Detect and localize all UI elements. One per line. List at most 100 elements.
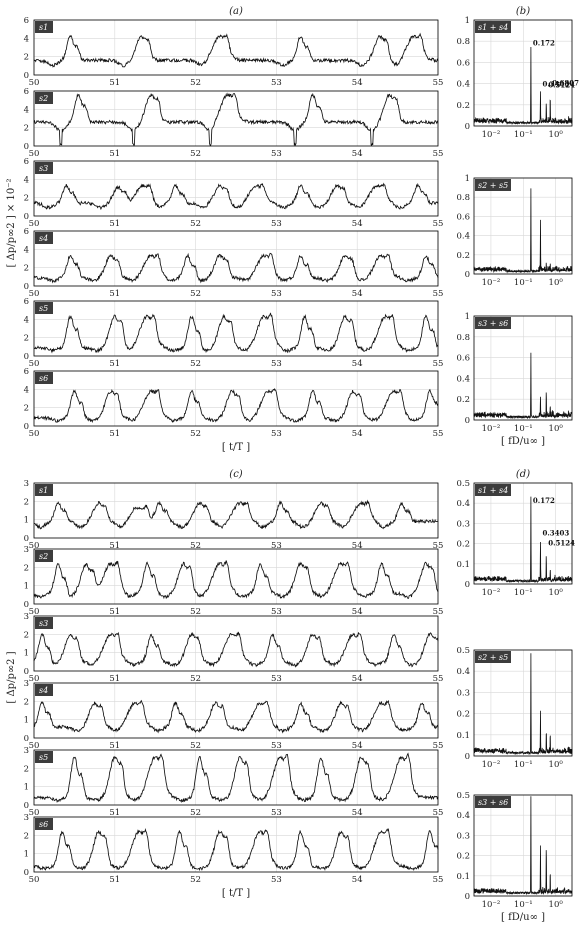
series-label-box — [475, 484, 511, 496]
y-tick-label: 0.3 — [456, 519, 470, 529]
x-tick-label: 10⁻² — [482, 588, 501, 598]
x-tick-label: 10⁰ — [549, 900, 564, 910]
y-tick-label: 4 — [24, 105, 29, 115]
series-label: s3 + s6 — [478, 798, 508, 807]
y-tick-label: 4 — [24, 315, 29, 325]
y-tick-label: 0.5 — [456, 479, 470, 489]
y-tick-label: 0 — [24, 801, 29, 811]
x-tick-label: 54 — [352, 219, 363, 229]
x-tick-label: 55 — [433, 541, 444, 551]
y-tick-label: 1 — [465, 312, 470, 322]
spectrum-line — [473, 496, 573, 584]
x-tick-label: 52 — [190, 541, 201, 551]
y-tick-label: 1 — [24, 516, 29, 526]
y-tick-label: 3 — [24, 746, 29, 756]
x-tick-label: 50 — [29, 741, 40, 751]
y-tick-label: 0.4 — [456, 374, 470, 384]
subplot-c-s6: 0 1 2 3 50 51 52 53 54 55 s6 — [24, 813, 444, 885]
x-tick-label: 53 — [271, 808, 282, 818]
spectrum-line — [473, 796, 573, 896]
y-tick-label: 0.6 — [456, 58, 470, 68]
subplot-a-s5: 0 2 4 6 50 51 52 53 54 55 s5 — [24, 297, 444, 369]
x-tick-label: 52 — [190, 808, 201, 818]
x-tick-label: 54 — [352, 359, 363, 369]
y-tick-label: 6 — [24, 367, 29, 377]
x-tick-label: 55 — [433, 429, 444, 439]
subplot-a-s1: 0 2 4 6 50 51 52 53 54 55 s1 — [24, 16, 444, 88]
x-tick-label: 10⁻¹ — [514, 424, 533, 434]
series-line-s3 — [33, 631, 439, 668]
y-tick-label: 0.2 — [456, 540, 470, 550]
series-label-box — [35, 617, 53, 629]
y-tick-label: 6 — [24, 16, 29, 26]
x-tick-label: 50 — [29, 359, 40, 369]
subplot-a-s6: 0 2 4 6 50 51 52 53 54 55 s6 — [24, 367, 444, 439]
series-line-s1 — [33, 32, 439, 68]
x-tick-label: 53 — [271, 674, 282, 684]
series-line-s2 — [33, 92, 439, 147]
series-label-box — [35, 162, 53, 174]
axes-frame — [473, 794, 573, 897]
y-tick-label: 2 — [24, 264, 29, 274]
y-tick-label: 0 — [24, 734, 29, 744]
x-tick-label: 52 — [190, 674, 201, 684]
y-tick-label: 4 — [24, 175, 29, 185]
subplot-d-2: 0 0.1 0.2 0.3 0.4 0.5 10⁻² 10⁻¹ 10⁰ s3 + s6 — [456, 791, 573, 910]
axes-frame — [473, 177, 573, 275]
x-tick-label: 54 — [352, 429, 363, 439]
series-line-s5 — [33, 752, 439, 804]
x-tick-label: 54 — [352, 289, 363, 299]
series-label-box — [475, 651, 511, 663]
x-tick-label: 51 — [109, 541, 120, 551]
series-label: s6 — [39, 374, 48, 383]
y-tick-label: 0.2 — [456, 251, 470, 261]
x-tick-label: 55 — [433, 875, 444, 885]
x-tick-label: 51 — [109, 875, 120, 885]
subplot-b-2: 0 0.2 0.4 0.6 0.8 1 10⁻² 10⁻¹ 10⁰ s3 + s6 — [456, 312, 573, 434]
axes-frame — [33, 749, 439, 806]
x-tick-label: 53 — [271, 541, 282, 551]
axes-frame — [33, 230, 439, 287]
x-tick-label: 51 — [109, 741, 120, 751]
series-line-s2 — [33, 560, 439, 600]
axes-frame — [33, 300, 439, 357]
panel-title-c: (c) — [229, 469, 243, 480]
x-tick-label: 55 — [433, 219, 444, 229]
y-tick-label: 0.4 — [456, 499, 470, 509]
y-tick-label: 2 — [24, 194, 29, 204]
subplot-d-0: 0 0.1 0.2 0.3 0.4 0.5 10⁻² 10⁻¹ 10⁰ s1 + s4 0.172 0… — [456, 479, 575, 598]
x-tick-label: 51 — [109, 607, 120, 617]
series-label-box — [35, 302, 53, 314]
y-tick-label: 1 — [24, 783, 29, 793]
y-tick-label: 0.3 — [456, 688, 470, 698]
series-label-box — [35, 232, 53, 244]
y-tick-label: 0.3 — [456, 831, 470, 841]
x-tick-label: 54 — [352, 78, 363, 88]
y-tick-label: 0.4 — [456, 667, 470, 677]
x-tick-label: 53 — [271, 149, 282, 159]
x-tick-label: 51 — [109, 78, 120, 88]
y-tick-label: 0 — [465, 580, 470, 590]
y-tick-label: 0 — [24, 352, 29, 362]
spectrum-line — [473, 188, 573, 274]
subplot-c-s5: 0 1 2 3 50 51 52 53 54 55 s5 — [24, 746, 444, 818]
x-tick-label: 10⁻² — [482, 760, 501, 770]
y-tick-label: 3 — [24, 813, 29, 823]
y-tick-label: 3 — [24, 479, 29, 489]
subplot-c-s2: 0 1 2 3 50 51 52 53 54 55 s2 — [24, 545, 444, 617]
y-tick-label: 0 — [465, 892, 470, 902]
subplot-b-1: 0 0.2 0.4 0.6 0.8 1 10⁻² 10⁻¹ 10⁰ s2 + s5 — [456, 174, 573, 288]
y-tick-label: 0 — [24, 868, 29, 878]
series-label: s3 — [39, 164, 48, 173]
series-label-box — [475, 21, 511, 33]
x-tick-label: 55 — [433, 359, 444, 369]
panel-d: (d) 0 0.1 0.2 0.3 0.4 0.5 10⁻² 10⁻¹ 10⁰ s1 + s4 0.1… — [456, 469, 575, 923]
y-tick-label: 6 — [24, 87, 29, 97]
x-tick-label: 52 — [190, 607, 201, 617]
subplot-d-1: 0 0.1 0.2 0.3 0.4 0.5 10⁻² 10⁻¹ 10⁰ s2 + s5 — [456, 646, 573, 770]
y-tick-label: 0 — [24, 422, 29, 432]
series-label: s2 + s5 — [478, 181, 508, 190]
peak-label: 0.172 — [533, 39, 555, 48]
